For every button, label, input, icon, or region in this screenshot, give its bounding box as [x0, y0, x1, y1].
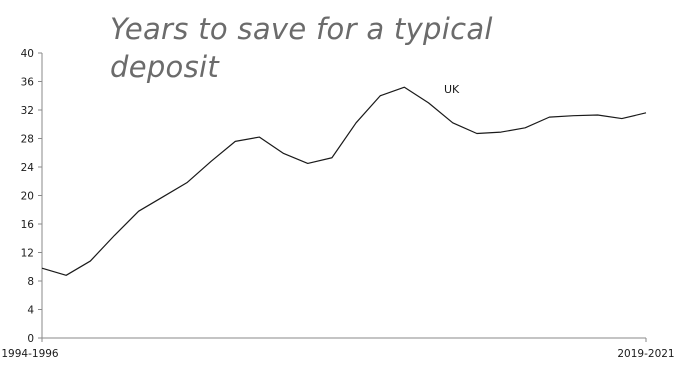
- y-tick-label-0: 0: [27, 333, 34, 345]
- y-tick-label-12: 12: [21, 248, 34, 260]
- series-layer: [41, 86, 647, 276]
- y-tick-label-24: 24: [21, 162, 35, 174]
- series-line-uk: [41, 86, 647, 276]
- y-axis: 0 4 8 12 16 20 24 28 32 36 40: [21, 48, 43, 345]
- y-tick-label-28: 28: [21, 134, 34, 146]
- series-label-uk: UK: [444, 83, 460, 96]
- chart-title: Years to save for a typical deposit: [110, 12, 493, 84]
- x-tick-label-end: 2019-2021: [617, 348, 674, 360]
- x-tick-label-start: 1994-1996: [1, 348, 59, 360]
- x-axis: 1994-1996 2019-2021: [1, 337, 675, 360]
- y-axis-ticks: 0 4 8 12 16 20 24 28 32 36 40: [21, 48, 42, 345]
- y-tick-label-20: 20: [21, 191, 34, 203]
- y-tick-label-16: 16: [21, 219, 35, 231]
- y-tick-label-8: 8: [27, 276, 34, 288]
- y-tick-label-4: 4: [27, 305, 34, 317]
- y-tick-label-36: 36: [21, 77, 35, 89]
- y-tick-label-32: 32: [21, 105, 34, 117]
- y-tick-label-40: 40: [21, 48, 34, 60]
